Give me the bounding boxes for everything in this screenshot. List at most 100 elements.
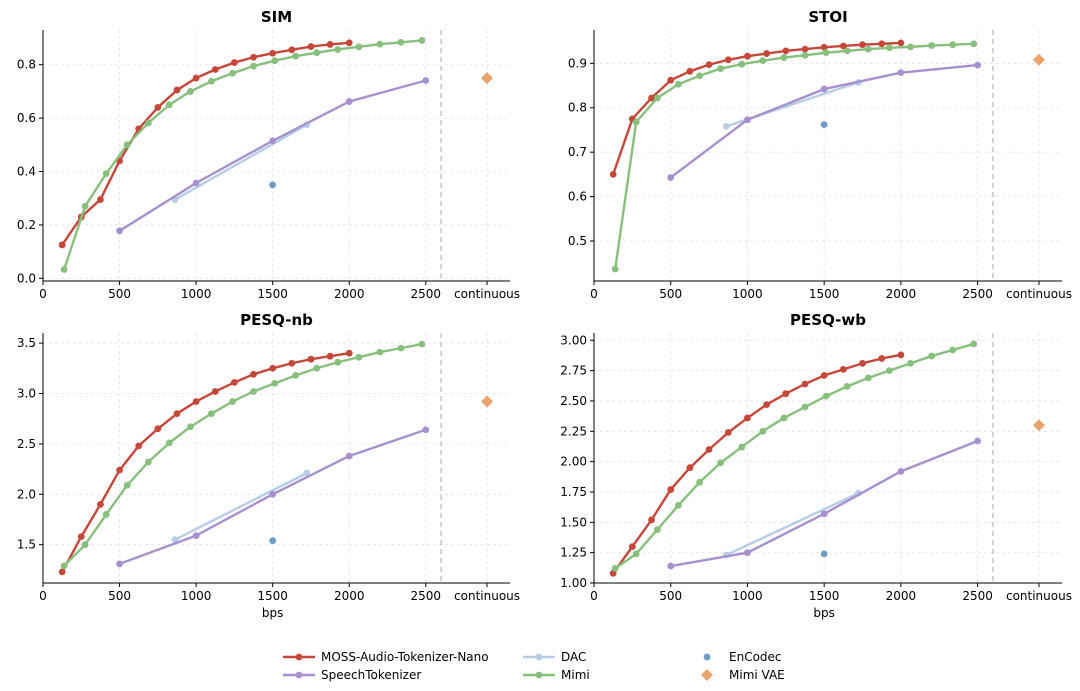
data-point-diamond [1032, 53, 1045, 66]
data-point [801, 45, 809, 53]
data-point [116, 466, 123, 474]
legend-marker [703, 653, 711, 661]
data-point [144, 458, 152, 466]
data-point [97, 196, 104, 203]
legend-label: MOSS-Audio-Tokenizer-Nano [321, 650, 489, 664]
x-tick-label: 2000 [334, 287, 365, 301]
data-point [780, 54, 788, 61]
data-point [208, 77, 215, 85]
data-point [885, 44, 893, 52]
series-encodec [820, 550, 828, 558]
chart-title: STOI [808, 8, 847, 26]
data-point [303, 469, 311, 477]
series-dac [722, 489, 862, 559]
data-point [744, 549, 751, 557]
legend-entry-encodec: EnCodec [703, 650, 782, 664]
data-point [326, 41, 334, 48]
series-speechtokenizer [116, 426, 430, 568]
series-mimi-vae [1032, 419, 1045, 432]
series-mimi [60, 340, 426, 570]
data-point [97, 500, 104, 508]
data-point [820, 121, 828, 129]
x-tick-label: 1500 [257, 287, 288, 301]
x-tick-label-continuous: continuous [454, 589, 520, 603]
data-point [674, 501, 682, 509]
chart-title: SIM [261, 8, 292, 26]
x-tick-label-continuous: continuous [1006, 589, 1072, 603]
series-encodec [269, 537, 277, 545]
data-point [822, 392, 830, 400]
data-point [724, 56, 732, 64]
x-tick-label: 2000 [886, 589, 917, 603]
data-point [864, 374, 872, 382]
data-point [269, 490, 277, 498]
x-tick-label: 2500 [411, 589, 442, 603]
data-point [192, 74, 200, 82]
data-point [820, 510, 828, 518]
x-tick-label: 1500 [809, 287, 840, 301]
legend-entry-mimi-vae: Mimi VAE [701, 668, 785, 682]
data-point [801, 403, 809, 411]
data-point [271, 57, 279, 65]
data-point [165, 101, 173, 109]
series-speechtokenizer [667, 61, 982, 181]
data-point [135, 442, 143, 450]
series-line [174, 123, 308, 201]
data-point [397, 38, 405, 46]
data-point [897, 467, 905, 475]
y-tick-label: 1.25 [560, 546, 587, 560]
data-point [269, 537, 277, 545]
data-point [292, 52, 300, 60]
data-point [250, 53, 257, 61]
x-tick-label-continuous: continuous [1006, 287, 1072, 301]
data-point [782, 47, 790, 55]
x-tick-label: 0 [590, 287, 598, 301]
data-point [843, 382, 851, 390]
legend-label: EnCodec [729, 650, 782, 664]
panel-stoi: 0 500 1000 1500 2000 2500 continuous 0.5 0.6 0.7 0… [568, 8, 1072, 301]
data-point [144, 119, 152, 127]
data-point [334, 46, 342, 53]
legend-label: DAC [561, 650, 586, 664]
data-point [192, 179, 200, 187]
series-dac [171, 469, 311, 544]
data-point [705, 61, 713, 69]
series-encodec [820, 121, 828, 129]
data-point [907, 359, 914, 367]
x-tick-label: 0 [590, 589, 598, 603]
data-point [897, 39, 905, 47]
data-point-diamond [1032, 419, 1045, 432]
x-axis-label: bps [813, 606, 835, 620]
data-point [667, 486, 675, 493]
series-mimi-vae [481, 395, 494, 408]
data-point [839, 42, 847, 50]
data-point [717, 65, 724, 73]
series-moss-audio-tokenizer-nano [609, 351, 905, 577]
data-point [609, 170, 617, 178]
data-point [974, 437, 982, 445]
data-point [843, 47, 851, 55]
data-point [102, 170, 110, 178]
data-point [859, 359, 866, 367]
data-point [878, 355, 886, 362]
series-line [614, 342, 975, 570]
panel-pesq-wb: 0 500 1000 1500 2000 2500 continuous 1.00 1.25 1.… [560, 311, 1072, 620]
data-point [878, 40, 886, 48]
x-tick-label: 500 [659, 589, 682, 603]
data-point [820, 43, 828, 51]
data-point [292, 371, 300, 379]
data-point [801, 380, 809, 388]
data-point [744, 116, 751, 124]
gridlines [42, 333, 510, 583]
panel-sim: 0 500 1000 1500 2000 2500 continuous 0.0 0.2 0.4 0… [17, 8, 520, 301]
data-point [192, 398, 200, 405]
y-tick-label: 0.2 [17, 218, 36, 232]
data-point [705, 446, 713, 453]
data-point [173, 86, 181, 94]
data-point [307, 355, 315, 363]
series-moss-audio-tokenizer-nano [58, 349, 353, 576]
y-tick-label: 0.8 [568, 101, 587, 115]
y-tick-label: 3.5 [17, 336, 36, 350]
data-point [60, 562, 68, 570]
